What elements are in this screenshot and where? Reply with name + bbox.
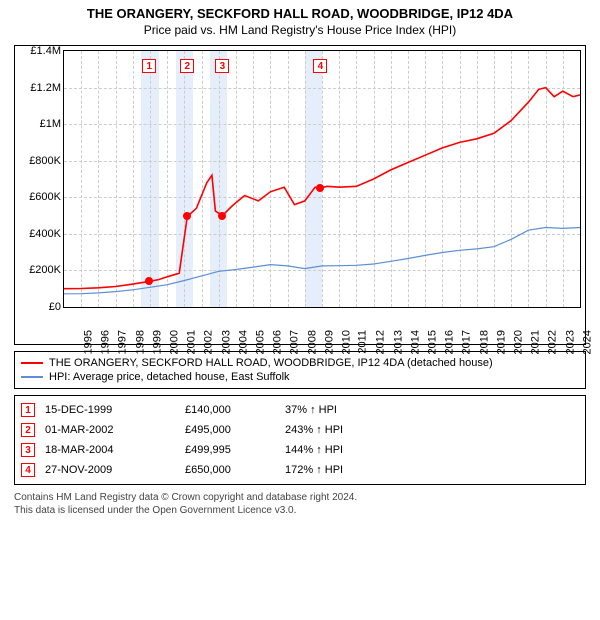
chart-svg bbox=[64, 51, 580, 307]
x-axis-label: 2001 bbox=[186, 330, 198, 354]
x-axis-label: 2002 bbox=[203, 330, 215, 354]
sale-marker-label: 2 bbox=[180, 59, 194, 73]
sale-marker-label: 4 bbox=[21, 463, 35, 477]
sales-row: 2 01-MAR-2002 £495,000 243% ↑ HPI bbox=[21, 420, 579, 440]
x-axis-label: 1996 bbox=[100, 330, 112, 354]
y-axis-label: £1.4M bbox=[17, 45, 61, 57]
x-axis-label: 2006 bbox=[272, 330, 284, 354]
sale-date: 27-NOV-2009 bbox=[45, 464, 175, 476]
x-axis-label: 1995 bbox=[82, 330, 94, 354]
sale-marker-label: 1 bbox=[142, 59, 156, 73]
sale-price: £650,000 bbox=[185, 464, 275, 476]
sale-price: £495,000 bbox=[185, 424, 275, 436]
x-axis-label: 1998 bbox=[134, 330, 146, 354]
x-axis-label: 2017 bbox=[461, 330, 473, 354]
x-axis-label: 2015 bbox=[426, 330, 438, 354]
chart-title-line1: THE ORANGERY, SECKFORD HALL ROAD, WOODBR… bbox=[0, 6, 600, 21]
y-axis-label: £400K bbox=[17, 228, 61, 240]
sale-pct: 243% ↑ HPI bbox=[285, 424, 375, 436]
y-axis-label: £600K bbox=[17, 191, 61, 203]
x-axis-label: 2013 bbox=[392, 330, 404, 354]
plot-area: 1 2 3 4 bbox=[63, 50, 581, 308]
x-axis-label: 2020 bbox=[512, 330, 524, 354]
legend: THE ORANGERY, SECKFORD HALL ROAD, WOODBR… bbox=[14, 351, 586, 389]
y-axis-label: £200K bbox=[17, 264, 61, 276]
legend-label: THE ORANGERY, SECKFORD HALL ROAD, WOODBR… bbox=[49, 357, 493, 369]
sale-dot bbox=[183, 212, 191, 220]
x-axis-label: 2010 bbox=[340, 330, 352, 354]
y-axis-label: £1.2M bbox=[17, 82, 61, 94]
sale-dot bbox=[145, 277, 153, 285]
sales-table: 1 15-DEC-1999 £140,000 37% ↑ HPI 2 01-MAR-200… bbox=[14, 395, 586, 485]
x-axis-label: 2018 bbox=[478, 330, 490, 354]
sale-price: £140,000 bbox=[185, 404, 275, 416]
y-axis-label: £800K bbox=[17, 155, 61, 167]
x-axis-label: 1997 bbox=[117, 330, 129, 354]
sale-dot bbox=[316, 184, 324, 192]
sale-pct: 144% ↑ HPI bbox=[285, 444, 375, 456]
sale-pct: 37% ↑ HPI bbox=[285, 404, 375, 416]
chart-container: 1 2 3 4 £0 £200K £400K £600K £800K £1M £1.2M £1.4M… bbox=[14, 45, 586, 345]
x-axis-label: 2019 bbox=[495, 330, 507, 354]
x-axis-label: 2008 bbox=[306, 330, 318, 354]
x-axis-label: 2022 bbox=[547, 330, 559, 354]
sale-date: 15-DEC-1999 bbox=[45, 404, 175, 416]
sale-pct: 172% ↑ HPI bbox=[285, 464, 375, 476]
legend-item-hpi: HPI: Average price, detached house, East… bbox=[21, 370, 579, 384]
x-axis-label: 1999 bbox=[151, 330, 163, 354]
sale-marker-label: 2 bbox=[21, 423, 35, 437]
sales-row: 1 15-DEC-1999 £140,000 37% ↑ HPI bbox=[21, 400, 579, 420]
legend-swatch bbox=[21, 376, 43, 378]
x-axis-label: 2000 bbox=[168, 330, 180, 354]
x-axis-label: 2014 bbox=[409, 330, 421, 354]
legend-item-property: THE ORANGERY, SECKFORD HALL ROAD, WOODBR… bbox=[21, 356, 579, 370]
sale-marker-label: 1 bbox=[21, 403, 35, 417]
x-axis-label: 2003 bbox=[220, 330, 232, 354]
x-axis-label: 2005 bbox=[254, 330, 266, 354]
sales-row: 3 18-MAR-2004 £499,995 144% ↑ HPI bbox=[21, 440, 579, 460]
x-axis-label: 2004 bbox=[237, 330, 249, 354]
y-axis-label: £0 bbox=[17, 301, 61, 313]
sale-date: 18-MAR-2004 bbox=[45, 444, 175, 456]
x-axis-label: 2023 bbox=[564, 330, 576, 354]
footer-attribution: Contains HM Land Registry data © Crown c… bbox=[14, 491, 586, 517]
footer-line2: This data is licensed under the Open Gov… bbox=[14, 504, 586, 517]
sale-dot bbox=[218, 212, 226, 220]
sales-row: 4 27-NOV-2009 £650,000 172% ↑ HPI bbox=[21, 460, 579, 480]
x-axis-label: 2016 bbox=[444, 330, 456, 354]
x-axis-label: 2024 bbox=[581, 330, 593, 354]
y-axis-label: £1M bbox=[17, 118, 61, 130]
footer-line1: Contains HM Land Registry data © Crown c… bbox=[14, 491, 586, 504]
series-hpi bbox=[64, 228, 580, 294]
x-axis-label: 2021 bbox=[530, 330, 542, 354]
legend-label: HPI: Average price, detached house, East… bbox=[49, 371, 290, 383]
x-axis-label: 2009 bbox=[323, 330, 335, 354]
x-axis-label: 2012 bbox=[375, 330, 387, 354]
chart-title-line2: Price paid vs. HM Land Registry's House … bbox=[0, 23, 600, 37]
x-axis-label: 2011 bbox=[357, 330, 369, 354]
sale-date: 01-MAR-2002 bbox=[45, 424, 175, 436]
sale-marker-label: 3 bbox=[21, 443, 35, 457]
sale-marker-label: 3 bbox=[215, 59, 229, 73]
sale-marker-label: 4 bbox=[313, 59, 327, 73]
legend-swatch bbox=[21, 362, 43, 364]
sale-price: £499,995 bbox=[185, 444, 275, 456]
x-axis-label: 2007 bbox=[289, 330, 301, 354]
